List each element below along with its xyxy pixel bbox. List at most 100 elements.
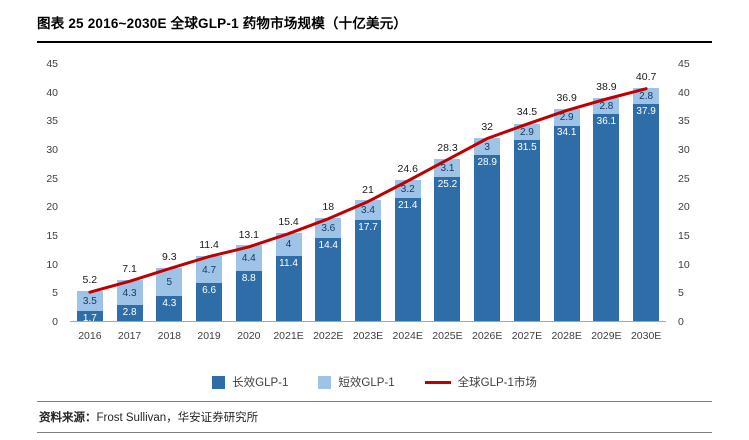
bar-segment-short-acting	[275, 232, 302, 256]
bar-value-long-acting: 36.1	[596, 116, 617, 128]
bar-value-long-acting: 21.4	[397, 200, 418, 212]
total-value-label: 15.4	[278, 215, 299, 228]
bar-value-long-acting: 37.9	[636, 105, 656, 117]
y-tick-label-right: 40	[678, 86, 690, 99]
bar-value-short-acting: 2.9	[559, 112, 574, 124]
y-tick-label-left: 20	[46, 201, 58, 214]
y-tick-label-left: 5	[52, 287, 58, 300]
bar-value-short-acting: 3.4	[361, 204, 375, 216]
y-tick-label-right: 25	[678, 172, 690, 185]
total-value-label: 7.1	[122, 263, 137, 276]
bar-value-short-acting: 3.2	[400, 184, 415, 196]
y-tick-label-left: 10	[46, 258, 58, 271]
bar-segment-long-acting	[394, 198, 421, 321]
bar-value-long-acting: 14.4	[318, 240, 338, 252]
total-value-label: 21	[362, 183, 374, 196]
bar-value-short-acting: 4.4	[241, 252, 256, 264]
bar-value-long-acting: 25.2	[437, 178, 458, 190]
y-tick-label-left: 40	[46, 86, 58, 99]
source-label: 资料来源：	[39, 412, 97, 424]
total-value-label: 5.2	[82, 274, 98, 287]
y-tick-label-left: 15	[46, 230, 58, 242]
bar-value-short-acting: 2.8	[599, 101, 614, 112]
legend-item-long-acting: 长效GLP-1	[212, 374, 288, 390]
total-value-label: 38.9	[596, 80, 617, 93]
total-value-label: 13.1	[238, 228, 260, 241]
legend-swatch-long-acting	[212, 375, 226, 389]
total-value-label: 9.3	[162, 250, 177, 263]
x-category-label: 2026E	[472, 330, 503, 342]
total-market-line	[88, 87, 648, 294]
bar-value-short-acting: 3.6	[321, 223, 336, 235]
y-tick-label-right: 10	[678, 258, 690, 271]
x-category-label: 2025E	[432, 330, 463, 342]
bar-value-long-acting: 4.3	[162, 298, 177, 310]
bar-segment-long-acting	[116, 304, 143, 321]
y-tick-label-left: 45	[46, 58, 58, 70]
bar-segment-long-acting	[156, 296, 183, 321]
chart-area: 1.7 3.5 5.2 2016 2.8 4.3 7.1 2017 4.3 5 9.3 2018 6.6…	[0, 44, 749, 396]
bar-value-short-acting: 2.8	[639, 90, 654, 102]
y-tick-label-left: 25	[46, 172, 58, 185]
bar-value-long-acting: 1.7	[82, 313, 97, 325]
bar-segment-long-acting	[76, 311, 103, 321]
bar-value-short-acting: 4	[285, 239, 292, 251]
bar-segment-long-acting	[553, 125, 580, 321]
bar-value-short-acting: 5	[166, 277, 173, 288]
x-category-label: 2028E	[551, 330, 582, 342]
x-category-label: 2029E	[591, 330, 622, 342]
bar-value-long-acting: 34.1	[556, 127, 577, 139]
bar-segment-long-acting	[434, 176, 461, 321]
total-value-label: 11.4	[199, 238, 219, 251]
bar-segment-long-acting	[315, 238, 342, 321]
x-category-label: 2021E	[273, 330, 304, 342]
plot-area: 1.7 3.5 5.2 2016 2.8 4.3 7.1 2017 4.3 5 9.3 2018 6.6…	[70, 64, 666, 342]
source-text: Frost Sullivan，华安证券研究所	[96, 412, 259, 424]
total-value-label: 18	[322, 200, 335, 213]
legend-label-long-acting: 长效GLP-1	[232, 377, 289, 389]
legend: 长效GLP-1 短效GLP-1 全球GLP-1市场	[0, 374, 749, 390]
bar-value-long-acting: 31.5	[517, 142, 537, 154]
bar-segment-long-acting	[275, 255, 302, 321]
y-tick-label-right: 20	[678, 201, 690, 214]
bar-segment-long-acting	[196, 283, 223, 321]
legend-label-short-acting: 短效GLP-1	[338, 377, 395, 389]
chart-title: 图表 25 2016~2030E 全球GLP-1 药物市场规模（十亿美元）	[37, 16, 408, 31]
y-tick-label-right: 30	[678, 144, 690, 156]
total-value-label: 24.6	[397, 162, 418, 175]
bar-value-long-acting: 28.9	[477, 157, 497, 169]
x-category-label: 2017	[117, 330, 142, 342]
x-category-label: 2019	[197, 330, 221, 342]
x-category-label: 2020	[237, 330, 261, 342]
bar-value-long-acting: 17.7	[358, 221, 378, 233]
x-category-label: 2022E	[313, 330, 344, 342]
x-category-label: 2030E	[630, 330, 662, 342]
legend-item-short-acting: 短效GLP-1	[318, 374, 395, 390]
y-tick-label-left: 30	[46, 144, 58, 156]
bar-value-short-acting: 3.5	[82, 296, 97, 308]
total-value-label: 32	[481, 120, 494, 133]
chart-header: 图表 25 2016~2030E 全球GLP-1 药物市场规模（十亿美元）	[37, 10, 712, 43]
bar-value-short-acting: 4.3	[122, 287, 137, 299]
y-tick-label-right: 45	[678, 58, 690, 70]
bar-value-long-acting: 6.6	[202, 285, 217, 297]
bar-value-short-acting: 3	[484, 141, 490, 153]
legend-item-total-market: 全球GLP-1市场	[424, 374, 537, 390]
x-category-label: 2024E	[392, 330, 423, 342]
x-category-label: 2018	[157, 330, 181, 342]
y-tick-label-left: 0	[52, 316, 58, 328]
legend-swatch-short-acting	[318, 375, 332, 389]
source-note: 资料来源：Frost Sullivan，华安证券研究所	[37, 401, 712, 433]
bar-segment-long-acting	[235, 270, 262, 321]
x-category-label: 2016	[78, 330, 102, 342]
y-tick-label-right: 35	[678, 115, 690, 128]
bar-segment-long-acting	[513, 140, 540, 321]
bar-segment-short-acting	[315, 217, 342, 239]
bar-segment-short-acting	[76, 291, 103, 312]
legend-label-total-market: 全球GLP-1市场	[457, 377, 537, 389]
bar-segment-long-acting	[633, 103, 660, 321]
bar-segment-long-acting	[474, 155, 501, 321]
y-tick-label-right: 5	[678, 287, 684, 300]
bar-value-long-acting: 11.4	[279, 257, 298, 269]
bar-value-short-acting: 3.1	[440, 162, 455, 174]
